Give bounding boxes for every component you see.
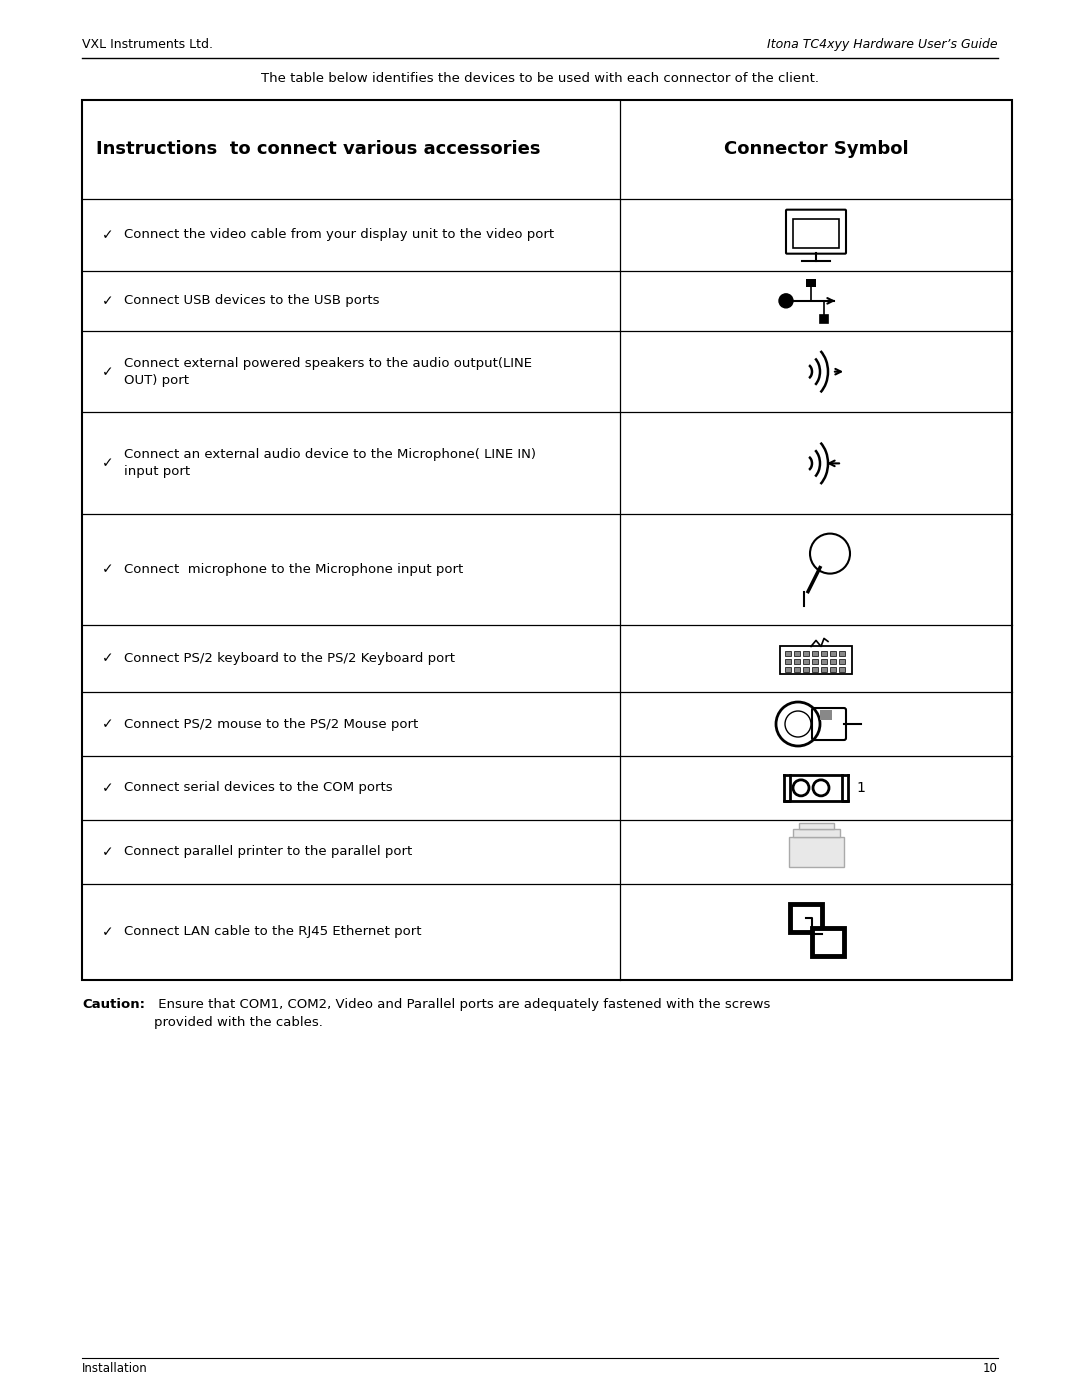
Text: Ensure that COM1, COM2, Video and Parallel ports are adequately fastened with th: Ensure that COM1, COM2, Video and Parall… (154, 997, 770, 1030)
Bar (812, 651, 818, 657)
Text: Connector Symbol: Connector Symbol (724, 140, 908, 158)
Text: Connect an external audio device to the Microphone( LINE IN)
input port: Connect an external audio device to the … (124, 448, 536, 478)
Text: ✓: ✓ (102, 293, 113, 307)
Bar (812, 928, 843, 956)
Text: ✓: ✓ (102, 781, 113, 795)
Bar (804, 668, 809, 672)
Bar (788, 837, 843, 866)
Bar (831, 668, 836, 672)
Text: ✓: ✓ (102, 228, 113, 242)
Text: Connect PS/2 keyboard to the PS/2 Keyboard port: Connect PS/2 keyboard to the PS/2 Keyboa… (124, 652, 455, 665)
Text: ✓: ✓ (102, 563, 113, 577)
Text: 1: 1 (856, 781, 865, 795)
Bar (804, 651, 809, 657)
Text: Connect serial devices to the COM ports: Connect serial devices to the COM ports (124, 781, 393, 795)
Bar (812, 659, 818, 665)
Bar (812, 668, 818, 672)
Bar (820, 314, 828, 323)
Text: ✓: ✓ (102, 365, 113, 379)
Bar (785, 668, 791, 672)
Bar (785, 651, 791, 657)
Text: Caution:: Caution: (82, 997, 145, 1011)
Bar (804, 659, 809, 665)
Bar (831, 651, 836, 657)
Bar (794, 668, 800, 672)
Bar (793, 828, 839, 837)
Text: ✓: ✓ (102, 845, 113, 859)
Bar (839, 659, 845, 665)
Text: Itona TC4xyy Hardware User’s Guide: Itona TC4xyy Hardware User’s Guide (768, 38, 998, 52)
Text: Instructions  to connect various accessories: Instructions to connect various accessor… (96, 140, 540, 158)
Bar (820, 710, 832, 719)
Bar (794, 659, 800, 665)
Bar (794, 651, 800, 657)
Bar (839, 651, 845, 657)
Bar (831, 659, 836, 665)
Text: Connect external powered speakers to the audio output(LINE
OUT) port: Connect external powered speakers to the… (124, 356, 532, 387)
FancyBboxPatch shape (786, 210, 846, 254)
Text: Connect USB devices to the USB ports: Connect USB devices to the USB ports (124, 295, 379, 307)
Text: The table below identifies the devices to be used with each connector of the cli: The table below identifies the devices t… (261, 73, 819, 85)
Text: ✓: ✓ (102, 457, 113, 471)
Bar (806, 279, 816, 286)
Bar (785, 659, 791, 665)
Text: Connect parallel printer to the parallel port: Connect parallel printer to the parallel… (124, 845, 413, 858)
Bar (780, 647, 852, 675)
Circle shape (779, 293, 793, 307)
Bar (789, 904, 822, 932)
Text: 10: 10 (983, 1362, 998, 1375)
Text: ✓: ✓ (102, 925, 113, 939)
Text: Connect PS/2 mouse to the PS/2 Mouse port: Connect PS/2 mouse to the PS/2 Mouse por… (124, 718, 418, 731)
Bar (821, 651, 827, 657)
Bar (798, 823, 834, 828)
Text: ✓: ✓ (102, 651, 113, 665)
Bar (821, 668, 827, 672)
Bar (839, 668, 845, 672)
Text: Connect LAN cable to the RJ45 Ethernet port: Connect LAN cable to the RJ45 Ethernet p… (124, 925, 421, 939)
Bar (821, 659, 827, 665)
Text: Connect the video cable from your display unit to the video port: Connect the video cable from your displa… (124, 228, 554, 242)
Text: VXL Instruments Ltd.: VXL Instruments Ltd. (82, 38, 213, 52)
Bar (82, 101, 1012, 981)
Bar (793, 219, 839, 249)
Text: Installation: Installation (82, 1362, 148, 1375)
Text: ✓: ✓ (102, 717, 113, 731)
FancyBboxPatch shape (812, 708, 846, 740)
Text: Connect  microphone to the Microphone input port: Connect microphone to the Microphone inp… (124, 563, 463, 576)
